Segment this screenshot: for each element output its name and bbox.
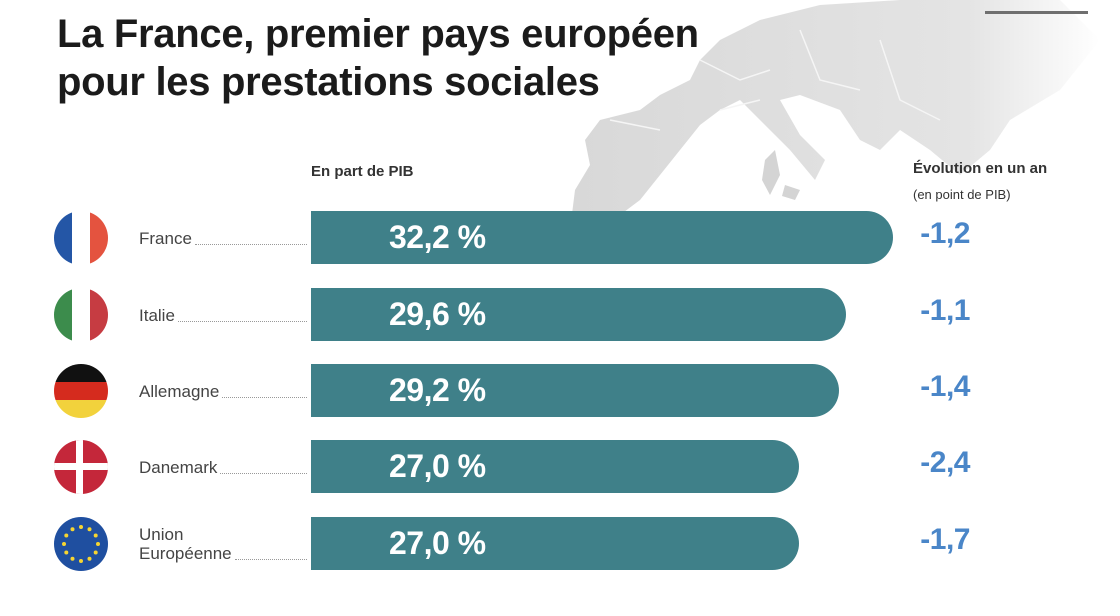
bar-value-label: 27,0 % [389, 525, 486, 561]
denmark-flag-icon [54, 440, 108, 494]
evolution-value: -1,4 [920, 370, 970, 403]
bar-germany: 29,2 % [311, 364, 839, 417]
bar-eu: 27,0 % [311, 517, 799, 570]
leader-dots [222, 397, 307, 398]
country-label: France [139, 229, 192, 248]
evolution-value: -1,1 [920, 294, 970, 327]
bar-italy: 29,6 % [311, 288, 846, 341]
country-label: Danemark [139, 458, 217, 477]
title-line-2: pour les prestations sociales [57, 60, 600, 104]
title-line-1: La France, premier pays européen [57, 12, 699, 56]
country-label-line: Union [139, 525, 184, 544]
bar-france: 32,2 % [311, 211, 893, 264]
bar-value-label: 29,2 % [389, 372, 486, 408]
country-label: Union Européenne [139, 525, 232, 563]
eu-flag-icon [54, 517, 108, 571]
country-label-line: Danemark [139, 458, 218, 477]
italy-flag-icon [54, 288, 108, 342]
country-label: Italie [139, 306, 175, 325]
leader-dots [220, 473, 307, 474]
country-label-line: Européenne [139, 544, 232, 563]
country-label-line: Italie [139, 306, 175, 325]
europe-map-background [570, 0, 1100, 230]
evolution-value: -1,7 [920, 523, 970, 556]
country-label-line: France [139, 229, 192, 248]
country-label-line: Allemagne [139, 382, 220, 401]
evolution-value: -1,2 [920, 217, 970, 250]
chart-title: La France, premier pays européen pour le… [57, 10, 699, 106]
bar-row-denmark: Danemark 27,0 % -2,4 [0, 440, 1120, 494]
bar-row-germany: Allemagne 29,2 % -1,4 [0, 364, 1120, 418]
leader-dots [234, 559, 307, 560]
evolution-column-subheader: (en point de PIB) [913, 187, 1011, 202]
evolution-value: -2,4 [920, 446, 970, 479]
bar-denmark: 27,0 % [311, 440, 799, 493]
leader-dots [177, 321, 307, 322]
bar-row-italy: Italie 29,6 % -1,1 [0, 288, 1120, 342]
decorative-top-rule [985, 11, 1088, 14]
france-flag-icon [54, 211, 108, 265]
leader-dots [194, 244, 307, 245]
bar-value-label: 27,0 % [389, 448, 486, 484]
bar-row-eu: Union Européenne 27,0 % -1,7 [0, 517, 1120, 571]
share-column-header: En part de PIB [311, 163, 414, 180]
bar-value-label: 29,6 % [389, 296, 486, 332]
evolution-column-header: Évolution en un an [913, 160, 1048, 177]
bar-row-france: France 32,2 % -1,2 [0, 211, 1120, 265]
country-label: Allemagne [139, 382, 219, 401]
germany-flag-icon [54, 364, 108, 418]
bar-value-label: 32,2 % [389, 219, 486, 255]
